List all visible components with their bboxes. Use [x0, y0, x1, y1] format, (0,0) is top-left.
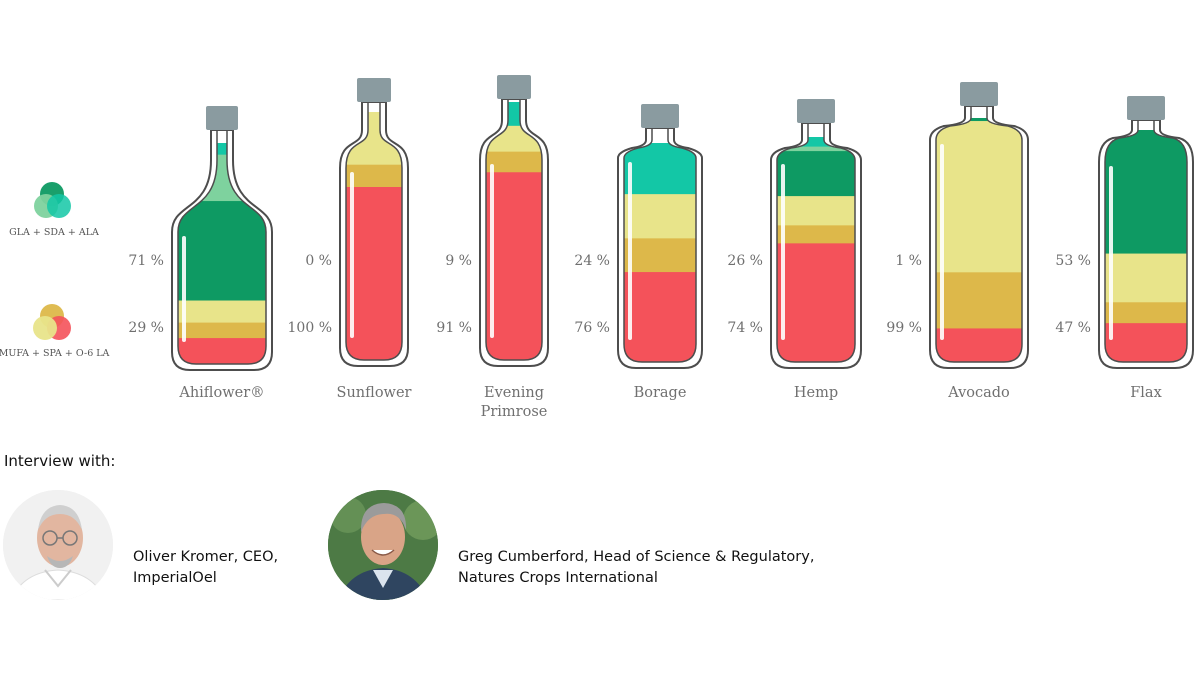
bottle-outline: [1098, 119, 1194, 369]
bottle-7: 53 % 47 % Flax: [1055, 96, 1194, 401]
category-label: Flax: [1130, 385, 1162, 401]
bottle-3: 9 % 91 % Evening Primrose: [436, 75, 549, 420]
avatar: [328, 490, 438, 600]
bottle-inner-outline: [1104, 113, 1188, 363]
liquid-layer: [936, 271, 1022, 329]
liquid-layer: [624, 271, 696, 362]
interview-title: Interview with:: [4, 452, 116, 470]
bottle-outline: [617, 127, 703, 369]
top-group-label: 24 %: [574, 253, 610, 269]
legend-top-group-icon: [34, 182, 71, 218]
liquid-layer: [346, 164, 402, 187]
category-label: Hemp: [794, 385, 838, 401]
bottles: 71 % 29 % Ahiflower® 0 % 100 % Sunflower 9 % 91…: [128, 75, 1194, 420]
category-label: Sunflower: [337, 385, 412, 401]
liquid-layer: [486, 125, 542, 152]
liquid-layer: [178, 337, 266, 364]
bottle-outline: [339, 101, 409, 367]
liquid-layer: [777, 150, 855, 197]
liquid-layer: [936, 327, 1022, 362]
person-company: Natures Crops International: [458, 570, 658, 586]
category-label: Evening: [484, 385, 544, 401]
liquid-layer: [624, 193, 696, 239]
liquid-layer: [486, 151, 542, 173]
liquid-layer: [486, 102, 542, 126]
bottle-inner-outline: [485, 92, 543, 361]
bottle-cap: [497, 75, 531, 99]
avatar: [3, 490, 113, 600]
bottle-cap: [1127, 96, 1165, 120]
legend: GLA + SDA + ALA MUFA + SPA + O-6 LA: [0, 182, 110, 359]
bottle-inner-outline: [623, 121, 697, 363]
liquid-layer: [178, 143, 266, 155]
bottom-group-label: 47 %: [1055, 320, 1091, 336]
liquid-layer: [624, 237, 696, 273]
person-name-role: Oliver Kromer, CEO,: [133, 549, 279, 565]
bottle-inner-outline: [776, 116, 856, 363]
liquid-layer: [777, 195, 855, 226]
liquid-layer: [936, 118, 1022, 122]
liquid-layer: [777, 242, 855, 362]
person-name-role: Greg Cumberford, Head of Science & Regul…: [458, 549, 815, 565]
person-company: ImperialOel: [133, 570, 217, 586]
liquid-layer: [1105, 130, 1187, 254]
bottle-inner-outline: [345, 95, 403, 361]
liquid-layer: [178, 299, 266, 323]
bottle-outline: [929, 105, 1029, 369]
bottle-outline: [479, 98, 549, 367]
liquid-layer: [777, 224, 855, 244]
liquid-layer: [346, 112, 402, 165]
bottom-group-label: 74 %: [727, 320, 763, 336]
category-label: Ahiflower®: [178, 385, 264, 401]
bottom-group-label: 99 %: [886, 320, 922, 336]
bottle-cap: [357, 78, 391, 102]
legend-bottom-label: MUFA + SPA + O-6 LA: [0, 348, 110, 359]
top-group-label: 71 %: [128, 253, 164, 269]
bottle-outline: [171, 129, 273, 371]
bottle-cap: [206, 106, 238, 130]
liquid-layer: [777, 137, 855, 147]
category-label: Primrose: [481, 404, 548, 420]
category-label: Borage: [634, 385, 687, 401]
bottle-1: 71 % 29 % Ahiflower®: [128, 106, 273, 401]
liquid-layer: [486, 171, 542, 360]
top-group-label: 53 %: [1055, 253, 1091, 269]
liquid-layer: [178, 322, 266, 339]
bottle-cap: [960, 82, 998, 106]
liquid-layer: [1105, 252, 1187, 303]
person-caption: Greg Cumberford, Head of Science & Regul…: [458, 547, 814, 589]
liquid-layer: [1105, 322, 1187, 362]
category-label: Avocado: [947, 385, 1010, 401]
person-photo-icon: [3, 490, 113, 600]
top-group-label: 0 %: [305, 253, 332, 269]
top-group-label: 1 %: [895, 253, 922, 269]
bottom-group-label: 91 %: [436, 320, 472, 336]
liquid-layer: [178, 200, 266, 301]
liquid-layer: [936, 120, 1022, 273]
liquid-layer: [178, 154, 266, 202]
legend-top-label: GLA + SDA + ALA: [9, 227, 99, 238]
oil-composition-chart: GLA + SDA + ALA MUFA + SPA + O-6 LA 71 %…: [0, 75, 1194, 420]
bottle-cap: [641, 104, 679, 128]
bottom-group-label: 100 %: [288, 320, 332, 336]
bottom-group-label: 76 %: [574, 320, 610, 336]
bottle-2: 0 % 100 % Sunflower: [288, 78, 412, 401]
liquid-layer: [346, 186, 402, 360]
person-caption: Oliver Kromer, CEO, ImperialOel: [133, 547, 278, 589]
top-group-label: 26 %: [727, 253, 763, 269]
person-photo-icon: [328, 490, 438, 600]
bottle-6: 1 % 99 % Avocado: [886, 82, 1029, 401]
liquid-layer: [624, 143, 696, 195]
top-group-label: 9 %: [445, 253, 472, 269]
bottle-5: 26 % 74 % Hemp: [727, 99, 862, 401]
bottle-inner-outline: [177, 123, 267, 365]
liquid-layer: [777, 146, 855, 152]
legend-bottom-group-icon: [33, 304, 71, 340]
bottle-outline: [770, 122, 862, 369]
bottle-inner-outline: [935, 99, 1023, 363]
bottom-group-label: 29 %: [128, 320, 164, 336]
bottle-cap: [797, 99, 835, 123]
bottle-4: 24 % 76 % Borage: [574, 104, 703, 401]
liquid-layer: [1105, 301, 1187, 324]
